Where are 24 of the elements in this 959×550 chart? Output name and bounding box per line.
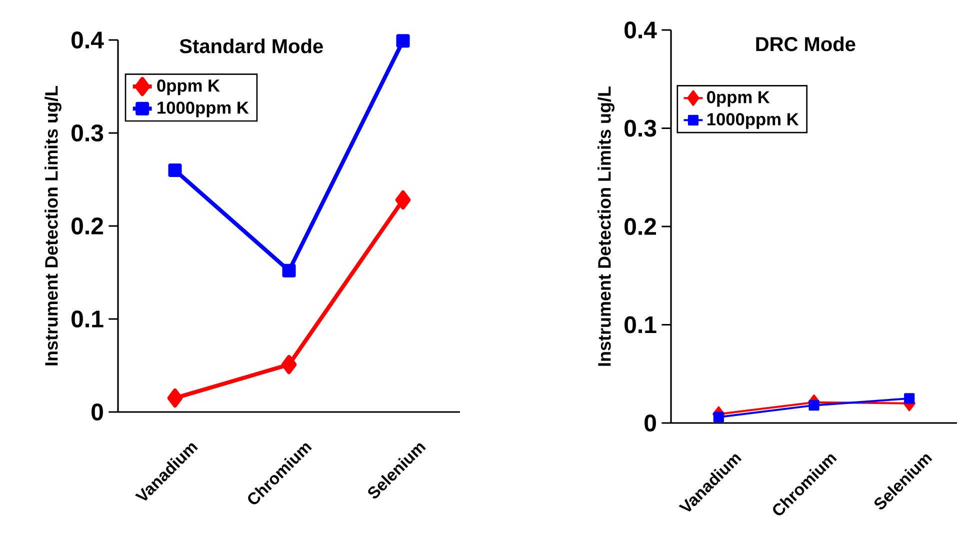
point [168, 163, 182, 177]
legend-label: 1000ppm K [707, 113, 799, 129]
y-axis-title: Instrument Detection Limits ug/L [44, 86, 62, 366]
y-tick-label: 0.2 [624, 218, 656, 235]
y-tick-label: 0.4 [72, 31, 104, 48]
y-tick-label: 0 [92, 403, 103, 420]
point [396, 34, 410, 48]
y-tick-label: 0.1 [72, 310, 104, 328]
y-tick-label: 0.2 [72, 217, 103, 234]
y-tick-label: 0.4 [624, 21, 657, 38]
point [282, 264, 296, 278]
point [395, 190, 411, 210]
legend-label: 0ppm K [707, 91, 770, 107]
chart-title: Standard Mode [180, 38, 323, 54]
point [167, 388, 183, 408]
y-tick-label: 0.3 [72, 124, 104, 142]
legend-label: 0ppm K [157, 79, 220, 96]
chart-title: DRC Mode [756, 36, 856, 52]
y-tick-label: 0 [644, 414, 656, 432]
y-tick-label: 0.3 [624, 120, 656, 137]
y-axis-title: Instrument Detection Limits ug/L [598, 86, 614, 366]
y-tick-label: 0.1 [624, 316, 656, 334]
point [281, 355, 297, 374]
legend-label: 1000ppm K [158, 102, 249, 118]
